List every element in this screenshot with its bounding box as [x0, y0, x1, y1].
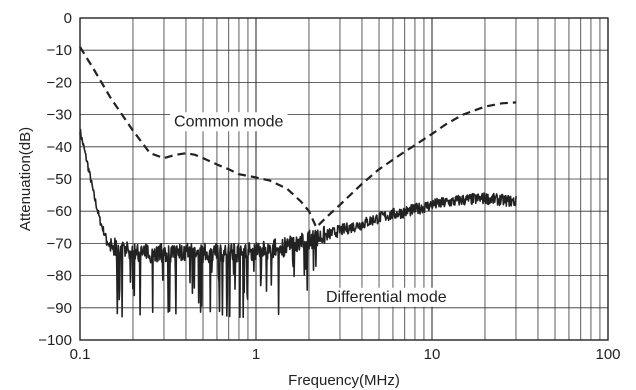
y-tick-label: −90 — [47, 300, 72, 317]
x-axis-title: Frequency(MHz) — [288, 372, 400, 389]
y-axis-title: Attenuation(dB) — [17, 127, 34, 231]
x-axis-ticks: 0.1 1 10 100 — [70, 346, 621, 363]
annotations: Common mode Differential mode — [170, 112, 451, 307]
x-tick-label: 100 — [595, 346, 620, 363]
y-tick-label: −70 — [47, 235, 72, 252]
y-axis-ticks: 0 −10 −20 −30 −40 −50 −60 −70 −80 −90 −100 — [38, 10, 72, 349]
x-tick-label: 1 — [252, 346, 260, 363]
x-tick-label: 0.1 — [70, 346, 91, 363]
x-tick-label: 10 — [424, 346, 441, 363]
grid — [80, 18, 608, 340]
annotation-background — [170, 112, 288, 132]
plot-frame — [79, 17, 609, 341]
y-tick-label: −100 — [38, 332, 72, 349]
series-line-differential-mode — [79, 128, 517, 318]
y-tick-label: −30 — [47, 107, 72, 124]
series-layer — [79, 46, 517, 318]
series-line-common-mode — [79, 46, 517, 230]
y-tick-label: −10 — [47, 42, 72, 59]
y-tick-label: −40 — [47, 139, 72, 156]
y-tick-label: −20 — [47, 74, 72, 91]
y-tick-label: −50 — [47, 171, 72, 188]
series-annotation-label: Common mode — [174, 113, 283, 130]
annotation-background — [321, 287, 451, 307]
series-annotation-label: Differential mode — [326, 289, 447, 306]
y-tick-label: −60 — [47, 203, 72, 220]
y-tick-label: −80 — [47, 268, 72, 285]
y-tick-label: 0 — [64, 10, 72, 27]
